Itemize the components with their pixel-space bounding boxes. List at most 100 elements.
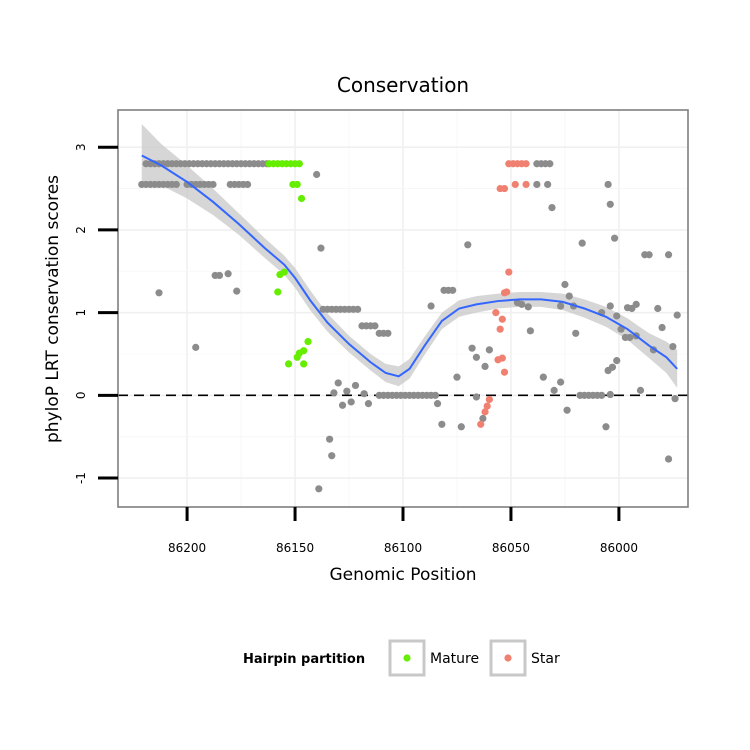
point-mature bbox=[300, 347, 308, 355]
point-other bbox=[548, 204, 556, 212]
point-other bbox=[518, 300, 526, 308]
x-tick-label: 86000 bbox=[600, 541, 638, 555]
data-points bbox=[138, 160, 681, 493]
point-other bbox=[524, 303, 532, 311]
point-other bbox=[338, 401, 347, 409]
point-mature bbox=[297, 194, 306, 203]
point-other bbox=[457, 423, 465, 431]
point-other bbox=[669, 342, 677, 351]
legend-label-mature: Mature bbox=[430, 651, 479, 667]
point-other bbox=[673, 311, 681, 319]
point-other bbox=[604, 180, 612, 189]
point-star bbox=[483, 402, 491, 410]
point-other bbox=[472, 353, 481, 361]
point-mature bbox=[304, 337, 312, 346]
point-other bbox=[209, 180, 217, 189]
point-other bbox=[481, 362, 489, 370]
point-other bbox=[215, 271, 224, 280]
point-other bbox=[453, 373, 461, 381]
point-other bbox=[561, 280, 569, 289]
x-tick-label: 86100 bbox=[384, 541, 422, 555]
point-other bbox=[671, 395, 679, 403]
point-other bbox=[557, 378, 565, 386]
point-star bbox=[500, 368, 509, 376]
point-other bbox=[472, 393, 481, 401]
point-other bbox=[354, 305, 362, 313]
point-other bbox=[572, 329, 580, 337]
point-other bbox=[526, 327, 534, 335]
point-other bbox=[610, 234, 619, 242]
point-other bbox=[172, 180, 180, 189]
point-star bbox=[505, 268, 513, 276]
point-other bbox=[371, 322, 379, 330]
point-other bbox=[468, 344, 476, 352]
point-star bbox=[494, 356, 502, 364]
point-mature bbox=[280, 268, 288, 276]
point-other bbox=[606, 390, 614, 399]
point-star bbox=[500, 184, 509, 193]
point-other bbox=[632, 300, 640, 308]
point-other bbox=[606, 302, 614, 310]
point-star bbox=[522, 180, 530, 189]
point-other bbox=[613, 312, 621, 320]
plot-panel bbox=[117, 109, 689, 508]
point-other bbox=[613, 357, 621, 365]
point-other bbox=[578, 239, 586, 247]
point-mature bbox=[293, 180, 301, 189]
point-other bbox=[533, 180, 541, 189]
point-other bbox=[636, 386, 645, 394]
x-tick-label: 86150 bbox=[276, 541, 314, 555]
point-star bbox=[503, 288, 511, 296]
point-other bbox=[431, 391, 439, 399]
point-other bbox=[546, 160, 554, 168]
point-other bbox=[343, 387, 351, 395]
point-other bbox=[598, 391, 606, 399]
point-other bbox=[328, 452, 336, 460]
y-tick-label: 1 bbox=[74, 309, 88, 317]
point-other bbox=[602, 423, 610, 431]
point-other bbox=[654, 304, 662, 313]
point-mature bbox=[284, 360, 293, 368]
point-star bbox=[522, 160, 530, 168]
point-star bbox=[485, 395, 493, 404]
point-mature bbox=[274, 288, 282, 296]
legend-title: Hairpin partition bbox=[243, 652, 365, 667]
point-other bbox=[317, 244, 325, 252]
point-other bbox=[438, 420, 446, 428]
y-tick-label: 2 bbox=[74, 226, 88, 234]
point-other bbox=[364, 400, 373, 408]
point-other bbox=[626, 333, 634, 342]
point-other bbox=[334, 379, 342, 387]
point-other bbox=[233, 287, 241, 295]
point-other bbox=[192, 343, 200, 351]
point-star bbox=[477, 420, 485, 428]
point-other bbox=[315, 485, 323, 493]
point-other bbox=[464, 241, 472, 249]
point-other bbox=[658, 323, 666, 332]
point-other bbox=[449, 286, 457, 294]
legend: Hairpin partition Mature Star bbox=[243, 639, 560, 677]
point-other bbox=[539, 373, 547, 381]
point-other bbox=[557, 302, 565, 310]
y-tick-label: 0 bbox=[74, 392, 88, 400]
point-other bbox=[325, 435, 334, 443]
point-other bbox=[479, 414, 487, 423]
point-other bbox=[351, 381, 360, 390]
point-other bbox=[606, 200, 614, 208]
point-other bbox=[550, 386, 558, 394]
point-mature bbox=[300, 360, 308, 368]
point-other bbox=[330, 389, 338, 397]
point-other bbox=[485, 346, 493, 354]
point-other bbox=[664, 455, 673, 463]
point-other bbox=[544, 180, 552, 189]
legend-key-mature-dot bbox=[403, 654, 411, 662]
point-star bbox=[481, 408, 489, 416]
point-other bbox=[427, 302, 435, 310]
point-other bbox=[664, 251, 673, 259]
smooth-trend-line bbox=[141, 154, 678, 378]
chart-title: Conservation bbox=[337, 73, 469, 97]
point-other bbox=[608, 363, 617, 371]
y-axis-label: phyloP LRT conservation scores bbox=[43, 175, 63, 443]
y-tick-label: 3 bbox=[74, 143, 88, 151]
